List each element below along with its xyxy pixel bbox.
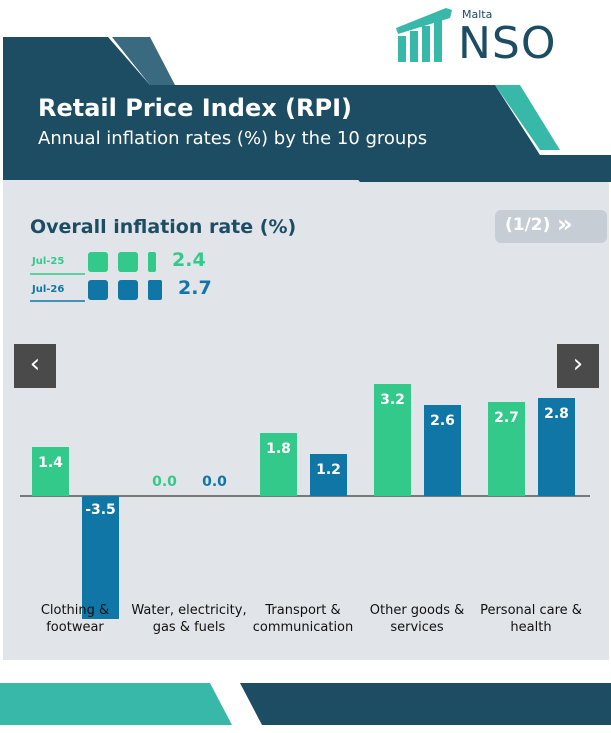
value-label: 2.7 [494,409,519,426]
bar [82,496,119,619]
logo-big: NSO [458,18,557,69]
category-label: Other goods & services [369,603,465,635]
logo-small: Malta [462,8,493,21]
value-label: 1.2 [316,462,341,478]
legend-swatch [118,252,138,272]
footer-band [240,683,611,725]
bar [424,405,461,496]
value-label: 2.6 [430,413,455,429]
title: Retail Price Index (RPI) [38,94,352,122]
pager-icon: » [557,210,573,238]
bar [32,447,69,496]
value-label: 0.0 [152,474,177,490]
value-label: 3.2 [380,392,405,408]
banner-accent [495,85,560,150]
legend-swatch [88,280,108,300]
subtitle: Annual inflation rates (%) by the 10 gro… [38,128,428,149]
legend-label: Jul-25 [32,256,65,267]
chart-title: Overall inflation rate (%) [30,216,297,238]
legend-swatch [148,252,156,272]
bar [488,401,525,496]
value-label: 1.4 [38,455,63,471]
footer-accent [0,683,232,725]
category-label: Clothing & footwear [40,603,110,635]
legend-label: Jul-26 [32,284,65,295]
value-label: 1.8 [266,441,291,457]
category-label: Water, electricity, gas & fuels [131,603,247,635]
overall-value: 2.7 [178,277,212,299]
legend-swatch [88,252,108,272]
banner-strip [340,160,611,182]
pager[interactable]: (1/2) » [495,210,607,243]
banner [3,37,611,180]
logo-icon [396,8,452,62]
legend-swatch [148,280,162,300]
value-label: 0.0 [202,474,227,490]
next-button[interactable]: › [557,344,599,388]
pager-label: (1/2) [505,215,551,235]
legend-swatch [118,280,138,300]
banner-accent [112,37,175,85]
overall-value: 2.4 [172,249,206,271]
prev-button[interactable]: ‹ [14,344,56,388]
bar [374,384,411,496]
value-label: 2.8 [544,406,569,422]
category-label: Transport & communication [252,603,354,635]
category-label: Personal care & health [480,603,582,635]
bar [260,433,297,496]
bar [310,454,347,496]
bar [538,398,575,496]
value-label: -3.5 [85,502,116,518]
